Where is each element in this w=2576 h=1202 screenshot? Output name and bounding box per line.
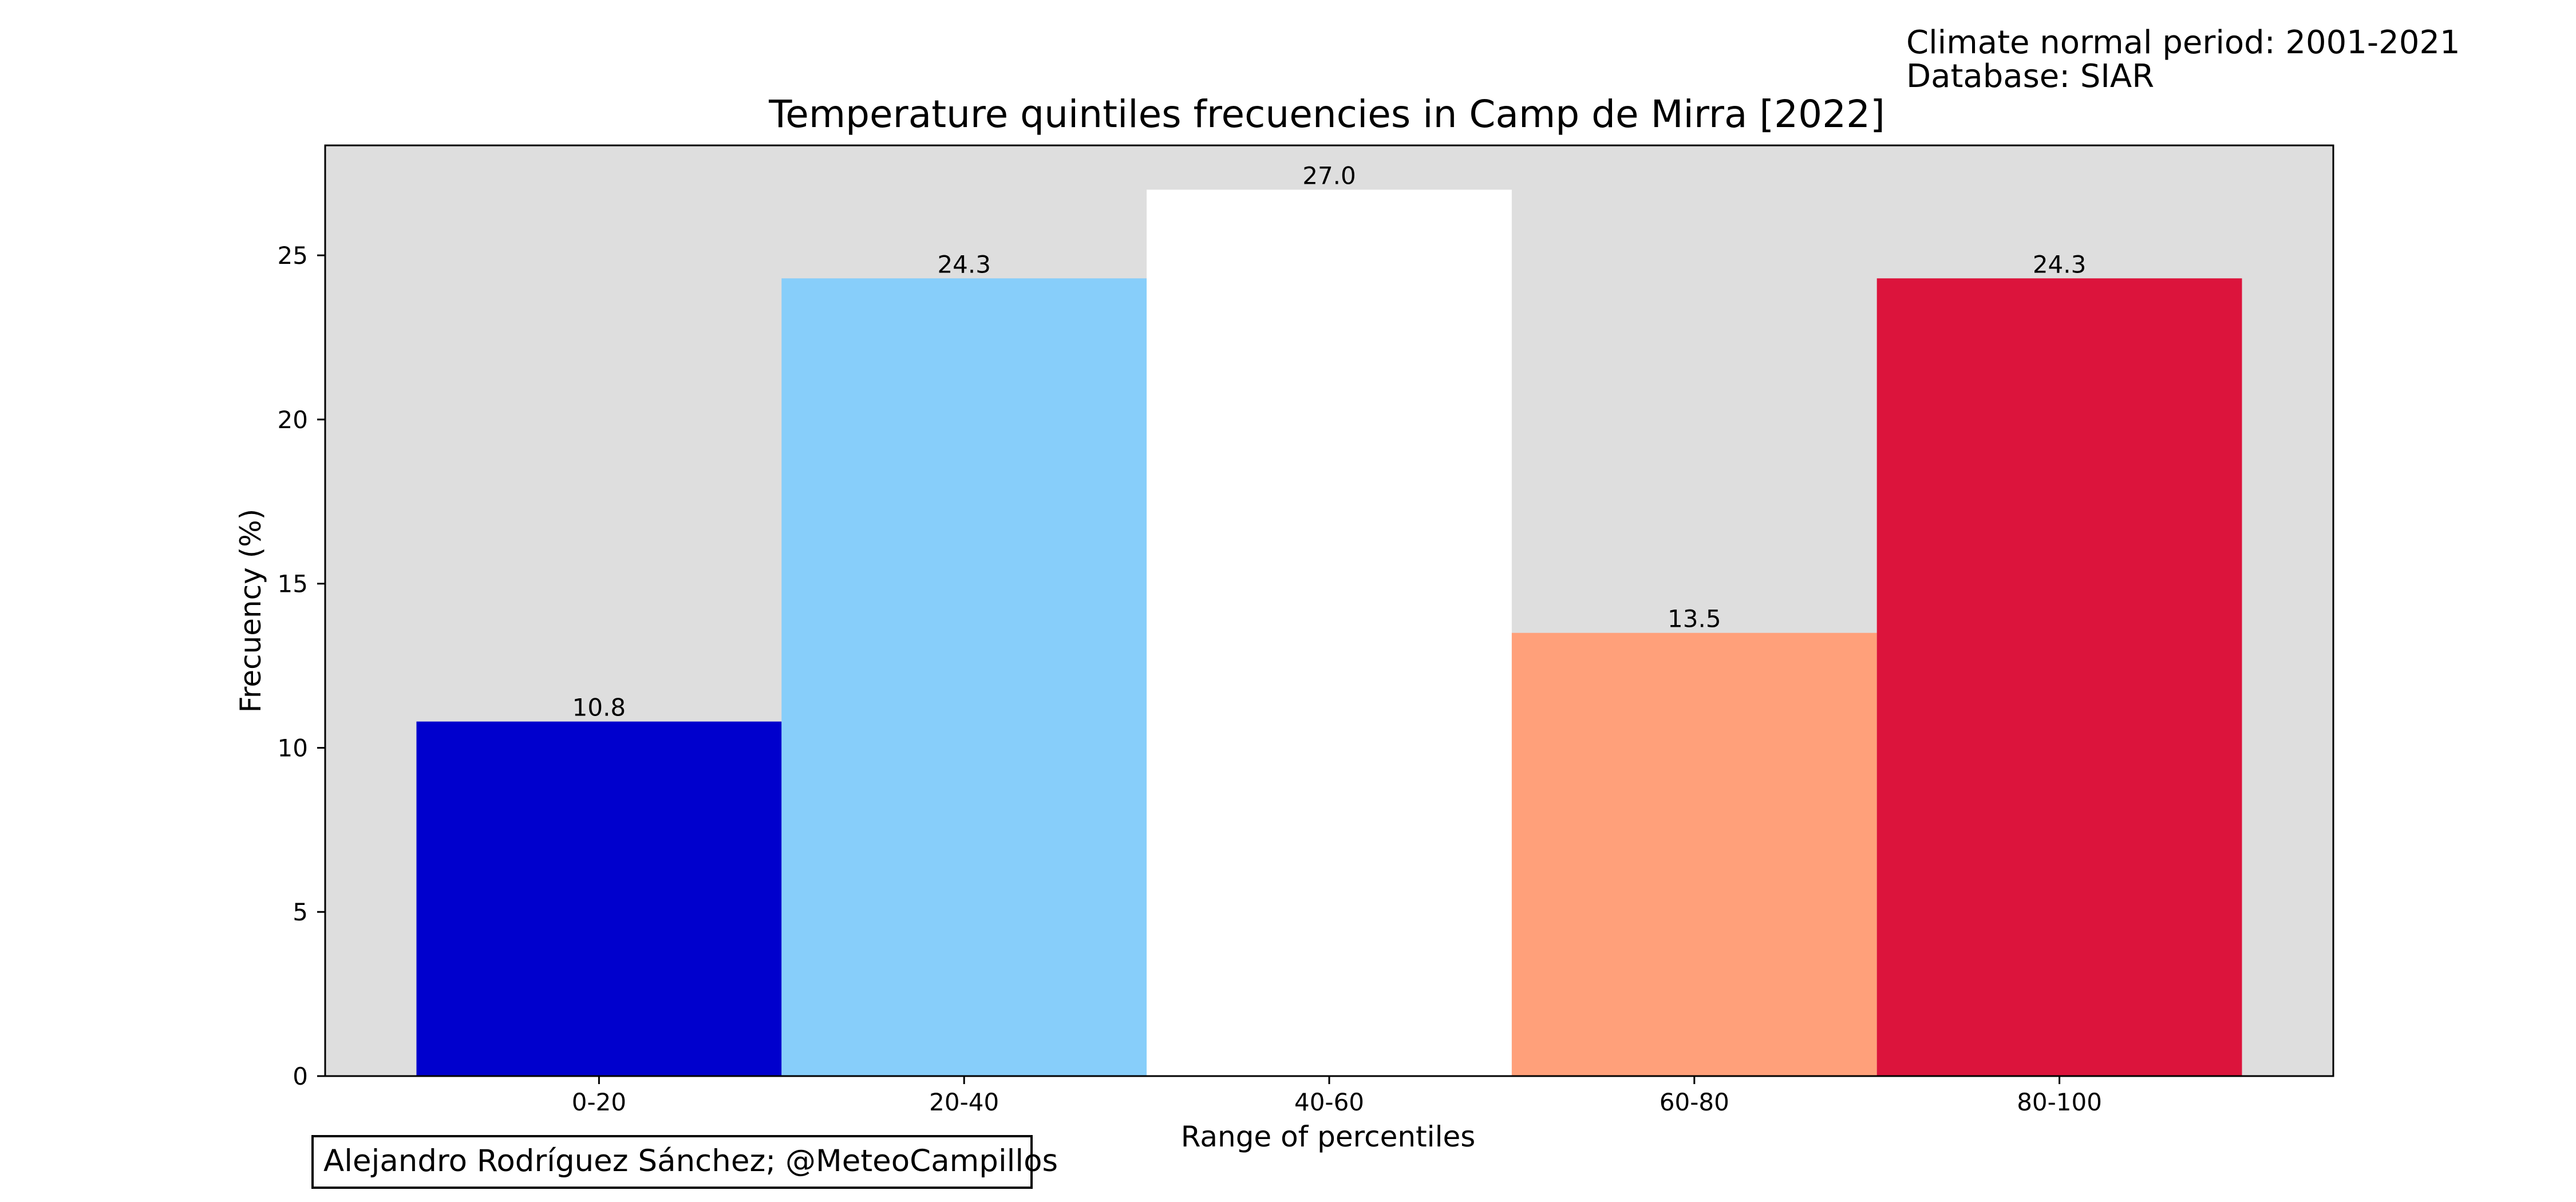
y-tick-label: 0: [293, 1062, 308, 1090]
y-tick-label: 25: [278, 242, 308, 270]
x-tick-label: 0-20: [572, 1088, 626, 1116]
y-tick-label: 10: [278, 734, 308, 762]
climate-period-text: Climate normal period: 2001-2021: [1906, 24, 2460, 61]
chart-title: Temperature quintiles frecuencies in Cam…: [768, 92, 1885, 136]
y-tick-label: 20: [278, 406, 308, 434]
x-tick-label: 60-80: [1660, 1088, 1729, 1116]
bar-value-label: 13.5: [1668, 605, 1721, 633]
bar-20-40: [781, 278, 1147, 1076]
bar-value-label: 24.3: [2033, 250, 2087, 278]
bar-0-20: [416, 721, 782, 1076]
bars-group: [416, 189, 2242, 1076]
y-tick-label: 5: [293, 898, 308, 926]
x-axis: 0-20 20-40 40-60 60-80 80-100: [572, 1076, 2102, 1116]
bar-60-80: [1511, 632, 1877, 1076]
x-tick-label: 20-40: [929, 1088, 999, 1116]
x-axis-label: Range of percentiles: [1181, 1120, 1476, 1153]
credit-text: Alejandro Rodríguez Sánchez; @MeteoCampi…: [323, 1144, 1058, 1179]
y-tick-label: 15: [278, 570, 308, 598]
database-text: Database: SIAR: [1906, 58, 2154, 95]
value-labels-group: 10.8 24.3 27.0 13.5 24.3: [572, 161, 2087, 721]
y-axis: 0 5 10 15 20 25: [278, 242, 325, 1090]
bar-value-label: 27.0: [1302, 161, 1356, 189]
bar-40-60: [1147, 189, 1512, 1076]
bar-80-100: [1876, 278, 2242, 1076]
y-axis-label: Frecuency (%): [234, 509, 267, 713]
x-tick-label: 80-100: [2017, 1088, 2102, 1116]
credit-box: [311, 1135, 1033, 1189]
x-tick-label: 40-60: [1294, 1088, 1364, 1116]
bar-value-label: 24.3: [937, 250, 991, 278]
bar-value-label: 10.8: [572, 694, 626, 722]
